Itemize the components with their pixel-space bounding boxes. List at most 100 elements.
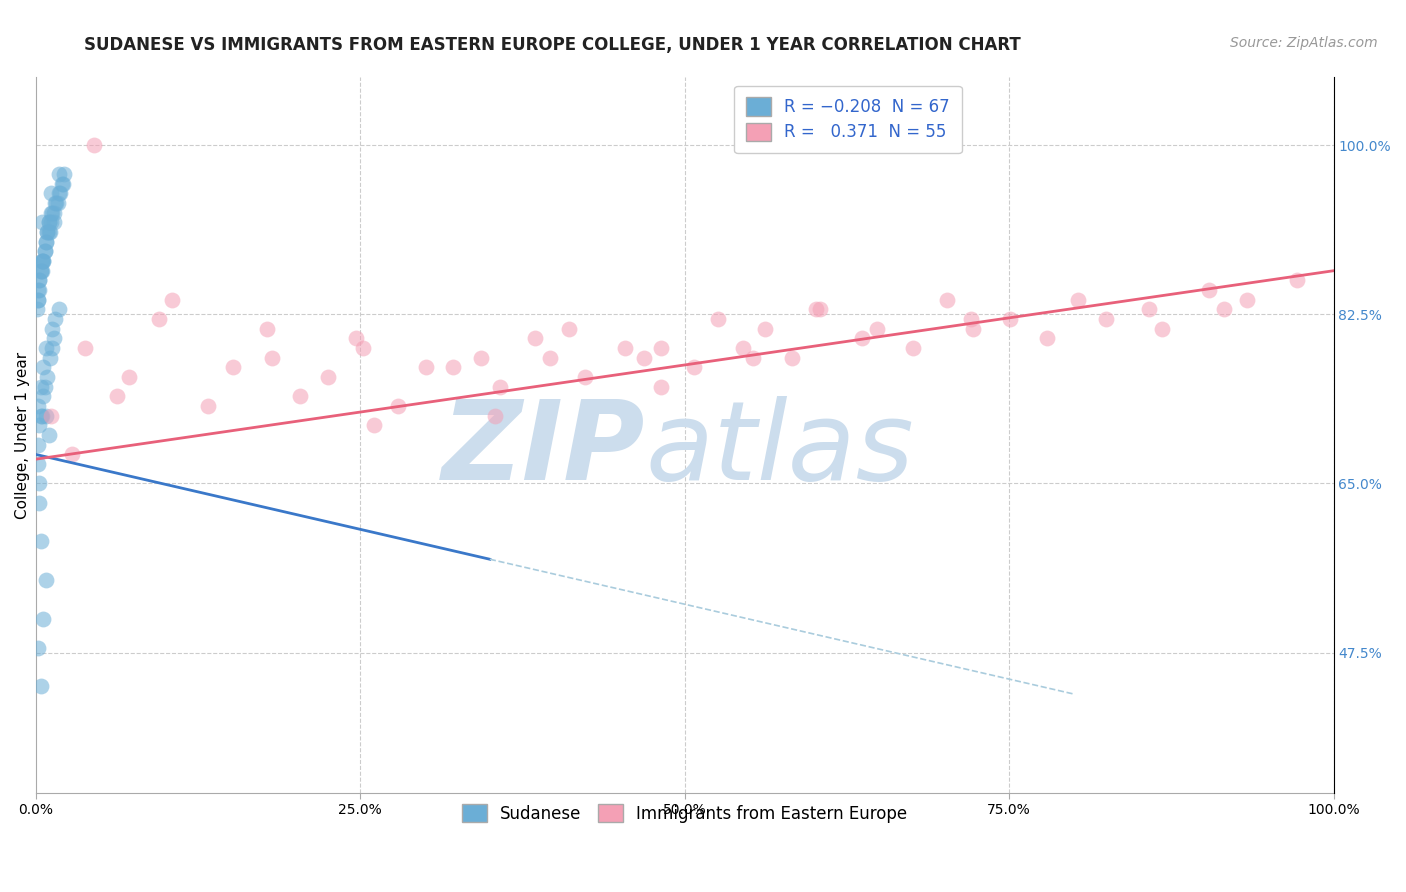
Point — [35, 341, 58, 355]
Point — [27, 457, 49, 471]
Point — [28, 273, 51, 287]
Point — [30, 534, 52, 549]
Point — [34, 244, 56, 259]
Point — [30, 679, 52, 693]
Point — [1095, 312, 1118, 326]
Point — [32, 254, 55, 268]
Point — [1198, 283, 1220, 297]
Point — [51, 177, 73, 191]
Text: atlas: atlas — [645, 396, 914, 503]
Point — [53, 167, 76, 181]
Point — [35, 235, 58, 249]
Point — [32, 360, 55, 375]
Point — [707, 312, 730, 326]
Point — [222, 360, 245, 375]
Point — [484, 409, 506, 423]
Point — [48, 167, 70, 181]
Point — [41, 341, 63, 355]
Text: SUDANESE VS IMMIGRANTS FROM EASTERN EUROPE COLLEGE, UNDER 1 YEAR CORRELATION CHA: SUDANESE VS IMMIGRANTS FROM EASTERN EURO… — [84, 36, 1021, 54]
Point — [650, 380, 672, 394]
Point — [34, 244, 56, 259]
Point — [650, 341, 672, 355]
Point — [48, 186, 70, 201]
Point — [538, 351, 561, 365]
Point — [42, 215, 65, 229]
Point — [39, 215, 62, 229]
Point — [260, 351, 283, 365]
Point — [28, 273, 51, 287]
Text: ZIP: ZIP — [441, 396, 645, 503]
Text: Source: ZipAtlas.com: Source: ZipAtlas.com — [1230, 36, 1378, 50]
Point — [387, 399, 409, 413]
Point — [558, 322, 581, 336]
Point — [935, 293, 957, 307]
Point — [197, 399, 219, 413]
Point — [31, 215, 53, 229]
Point — [960, 312, 983, 326]
Point — [344, 331, 367, 345]
Point — [35, 409, 58, 423]
Point — [25, 302, 48, 317]
Point — [27, 399, 49, 413]
Point — [30, 264, 52, 278]
Point — [1213, 302, 1236, 317]
Point — [613, 341, 636, 355]
Point — [962, 322, 984, 336]
Point — [83, 138, 105, 153]
Point — [42, 206, 65, 220]
Point — [851, 331, 873, 345]
Point — [35, 573, 58, 587]
Point — [35, 235, 58, 249]
Point — [352, 341, 374, 355]
Point — [633, 351, 655, 365]
Point — [45, 196, 67, 211]
Point — [28, 283, 51, 297]
Point — [1000, 312, 1022, 326]
Point — [148, 312, 170, 326]
Point — [31, 264, 53, 278]
Point — [38, 215, 60, 229]
Point — [574, 370, 596, 384]
Point — [363, 418, 385, 433]
Point — [780, 351, 803, 365]
Point — [256, 322, 278, 336]
Point — [30, 409, 52, 423]
Point — [41, 322, 63, 336]
Point — [44, 312, 66, 326]
Point — [49, 186, 72, 201]
Y-axis label: College, Under 1 year: College, Under 1 year — [15, 351, 30, 518]
Point — [28, 418, 51, 433]
Point — [37, 225, 59, 239]
Point — [316, 370, 339, 384]
Point — [28, 496, 51, 510]
Point — [39, 186, 62, 201]
Point — [32, 612, 55, 626]
Point — [52, 177, 75, 191]
Point — [30, 380, 52, 394]
Point — [34, 380, 56, 394]
Point — [41, 206, 63, 220]
Point — [804, 302, 827, 317]
Point — [38, 215, 60, 229]
Point — [754, 322, 776, 336]
Point — [290, 389, 312, 403]
Point — [118, 370, 141, 384]
Point — [1236, 293, 1258, 307]
Point — [415, 360, 437, 375]
Point — [73, 341, 96, 355]
Point — [31, 409, 53, 423]
Point — [48, 302, 70, 317]
Point — [42, 331, 65, 345]
Point — [32, 389, 55, 403]
Point — [46, 196, 69, 211]
Point — [31, 254, 53, 268]
Point — [901, 341, 924, 355]
Point — [1067, 293, 1090, 307]
Point — [32, 254, 55, 268]
Point — [1152, 322, 1174, 336]
Point — [38, 428, 60, 442]
Point — [27, 293, 49, 307]
Point — [38, 225, 60, 239]
Point — [39, 206, 62, 220]
Point — [443, 360, 465, 375]
